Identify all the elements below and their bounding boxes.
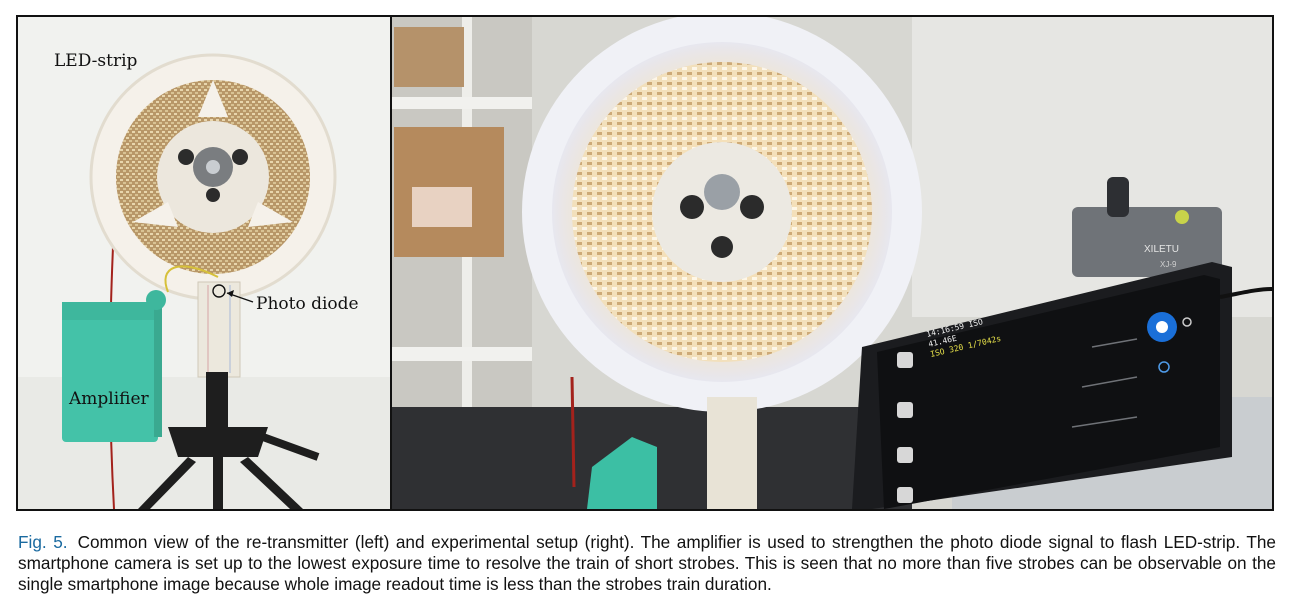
- retransmitter-illustration: [18, 17, 390, 509]
- left-photo-retransmitter: LED-strip Photo diode Amplifier: [18, 17, 390, 509]
- smartphone: 14:16:59 ISO 41.46E ISO 320 1/7042s: [852, 262, 1232, 509]
- photo-divider: [390, 17, 392, 509]
- figure-photos: LED-strip Photo diode Amplifier: [16, 15, 1274, 511]
- led-strip-label: LED-strip: [54, 51, 138, 71]
- setup-illustration: XILETU XJ-9 14:16:59 ISO 41.46E: [392, 17, 1272, 509]
- bracket-brand-text: XILETU: [1144, 244, 1179, 255]
- amplifier-box: [62, 290, 166, 442]
- amplifier-label: Amplifier: [69, 389, 149, 409]
- bracket-model-text: XJ-9: [1160, 260, 1177, 269]
- caption-text: Common view of the re-transmitter (left)…: [18, 532, 1276, 594]
- led-reel-left: [89, 53, 337, 301]
- phone-bracket: XILETU XJ-9: [1072, 177, 1222, 277]
- figure-caption: Fig. 5. Common view of the re-transmitter…: [18, 532, 1276, 595]
- led-reel-right: [522, 17, 922, 412]
- right-photo-setup: XILETU XJ-9 14:16:59 ISO 41.46E: [392, 17, 1272, 509]
- photo-diode-label: Photo diode: [256, 294, 359, 314]
- figure-number: Fig. 5.: [18, 532, 68, 552]
- tripod: [138, 372, 320, 509]
